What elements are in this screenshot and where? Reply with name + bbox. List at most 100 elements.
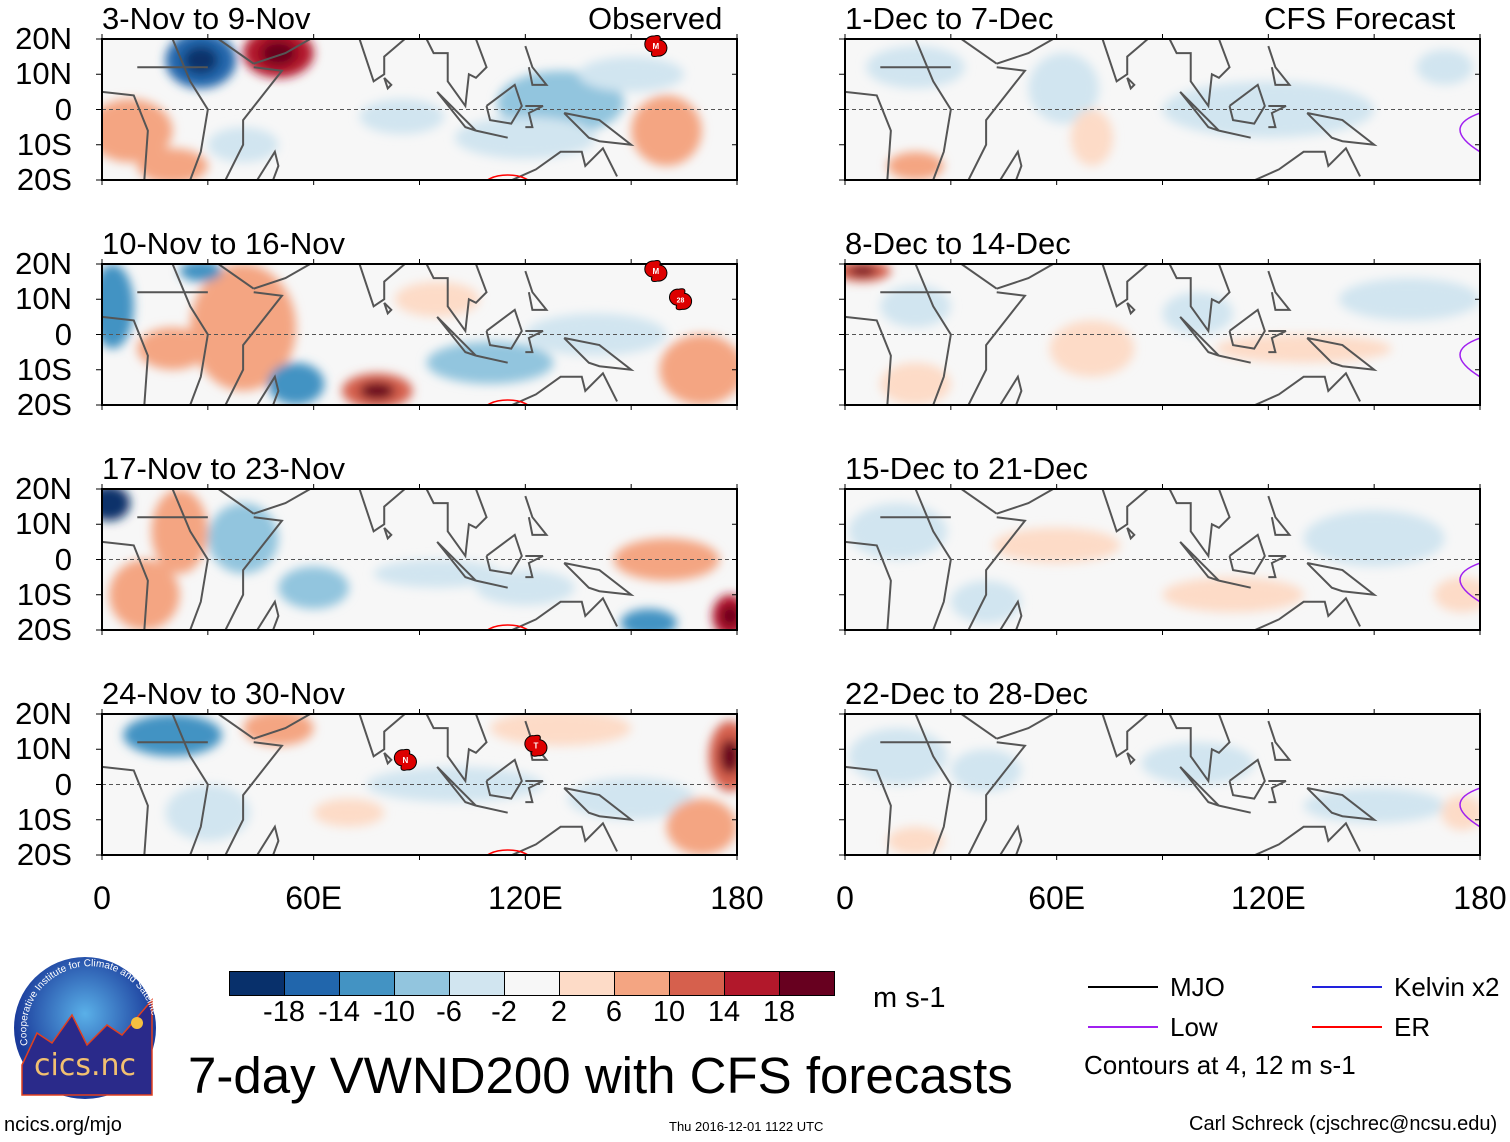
er-contour — [486, 624, 530, 630]
coastline — [1306, 112, 1378, 147]
coastline — [425, 264, 488, 334]
coastline — [1126, 302, 1136, 316]
coastline — [485, 758, 523, 800]
er-contour — [486, 849, 530, 855]
coastline — [224, 741, 284, 855]
tropical-cyclone-icon: M — [644, 35, 668, 58]
x-tick-label: 120E — [1230, 880, 1306, 916]
cyclone-label: N — [402, 756, 408, 765]
coastline — [999, 599, 1023, 630]
anomaly-blob — [1416, 49, 1473, 85]
coastline — [967, 66, 1027, 180]
coastline — [102, 540, 149, 630]
low-contour — [1459, 787, 1480, 828]
coastline — [999, 824, 1023, 855]
legend-label: Kelvin x2 — [1394, 972, 1500, 1002]
coastline — [996, 489, 1054, 515]
panel-title: 10-Nov to 16-Nov — [102, 226, 345, 261]
anomaly-blob — [1162, 292, 1234, 335]
map-panel-forecast-2 — [839, 484, 1481, 635]
anomaly-blob — [666, 798, 737, 855]
colorbar-swatch — [724, 972, 779, 995]
coastline — [999, 374, 1023, 405]
coastline — [563, 787, 635, 822]
x-tick-label: 0 — [93, 880, 111, 916]
anomaly-blob — [313, 798, 385, 827]
anomaly-blob — [490, 714, 632, 746]
anomaly-blob — [880, 285, 951, 328]
coastline — [485, 308, 523, 350]
tropical-cyclone-icon: T — [524, 734, 548, 757]
coastline — [436, 541, 477, 582]
coastline — [999, 149, 1023, 180]
coastline — [1126, 527, 1136, 541]
anomaly-blob — [567, 777, 695, 820]
author-credit: Carl Schreck (cjschrec@ncsu.edu) — [1189, 1113, 1498, 1135]
anomaly-blob — [102, 264, 134, 349]
coastline — [1168, 489, 1231, 559]
colorbar-swatch — [230, 972, 284, 995]
coastline — [425, 489, 488, 559]
x-tick-label: 60E — [285, 880, 343, 916]
map-panel-observed-2 — [96, 484, 738, 635]
cyclone-label: T — [533, 742, 538, 751]
coastline — [967, 291, 1027, 405]
legend-label: Low — [1170, 1012, 1218, 1042]
colorbar-swatch — [339, 972, 394, 995]
anomaly-blob — [278, 566, 349, 609]
tropical-cyclone-icon: M — [644, 260, 668, 283]
coastline — [524, 495, 549, 536]
coastline — [485, 83, 523, 125]
anomaly-blob — [373, 559, 501, 588]
coastline — [383, 752, 393, 766]
coastline — [967, 741, 1027, 855]
colorbar-swatch — [284, 972, 339, 995]
legend-line-mjo — [1088, 986, 1158, 988]
coastline — [1126, 77, 1136, 91]
anomaly-blob — [1028, 53, 1099, 124]
logo-text: cics.nc — [34, 1048, 136, 1083]
coastline — [217, 489, 255, 515]
legend-label: ER — [1394, 1012, 1431, 1042]
coastline — [563, 112, 635, 147]
colorbar-units: m s-1 — [873, 982, 946, 1014]
coastline — [224, 291, 284, 405]
low-contour — [1459, 337, 1480, 378]
y-tick-label: 20N — [15, 696, 72, 731]
y-tick-label: 10N — [15, 506, 72, 542]
colorbar-tick-label: 10 — [652, 996, 686, 1028]
coastline — [383, 527, 393, 541]
anomaly-blob — [137, 148, 208, 180]
coastline — [253, 264, 311, 290]
coastline — [1218, 129, 1251, 139]
coastline — [436, 91, 477, 132]
coastline — [217, 714, 255, 740]
anomaly-blob — [1303, 510, 1445, 567]
anomaly-blob — [620, 608, 678, 630]
coastline — [525, 554, 544, 579]
coastline — [1252, 821, 1361, 855]
coastline — [425, 714, 488, 784]
anomaly-blob — [123, 714, 222, 757]
anomaly-blob — [1141, 742, 1255, 785]
colorbar-labels: -18 -14 -10 -6 -2 2 6 10 14 18 — [229, 996, 834, 1030]
coastline — [967, 516, 1027, 630]
y-tick-label: 0 — [54, 766, 72, 802]
coastline — [102, 90, 149, 180]
y-tick-label: 20S — [16, 612, 72, 647]
coastline — [1228, 758, 1266, 800]
coastline — [256, 599, 280, 630]
coastline — [1306, 562, 1378, 597]
colorbar-swatch — [779, 972, 834, 995]
coastline — [1252, 596, 1361, 630]
wind-anomaly-field — [102, 39, 702, 180]
panel-title: 15-Dec to 21-Dec — [845, 451, 1088, 486]
y-tick-label: 20S — [16, 837, 72, 872]
cics-logo: cics.nc Cooperative Institute for Climat… — [12, 955, 158, 1099]
coastline — [1252, 146, 1361, 180]
coastline — [1267, 45, 1292, 86]
anomaly-blob — [165, 784, 251, 841]
coastline — [1218, 579, 1251, 589]
website-link[interactable]: ncics.org/mjo — [4, 1114, 122, 1136]
wind-anomaly-field — [102, 489, 737, 630]
